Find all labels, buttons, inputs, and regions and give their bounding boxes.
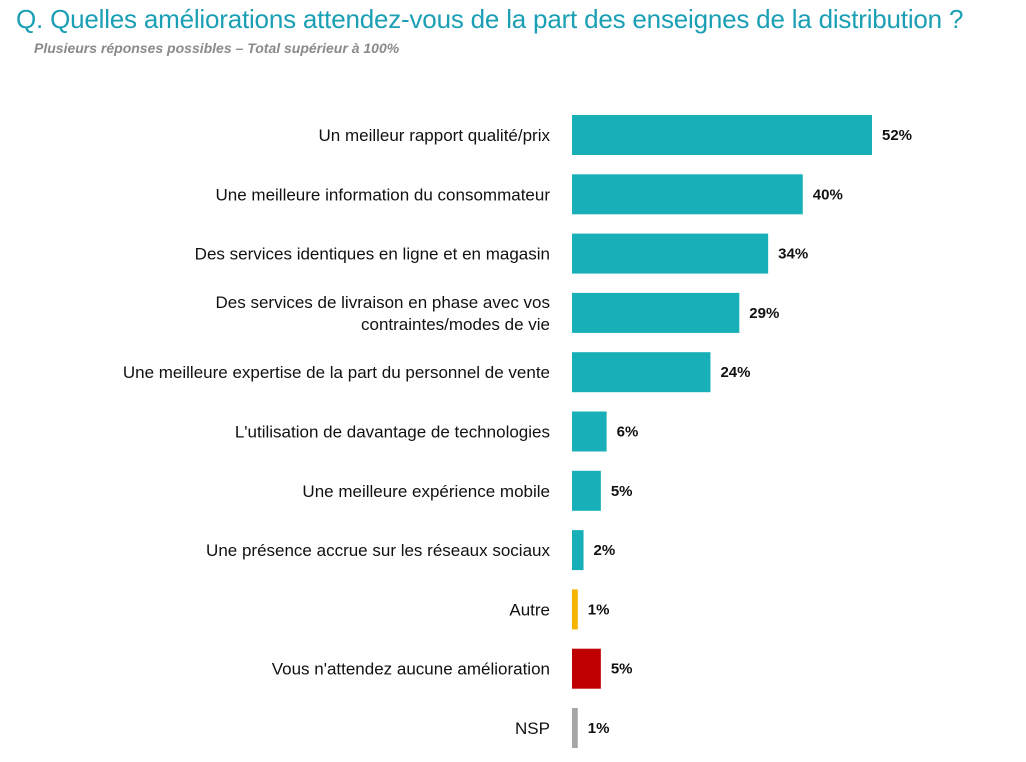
category-label-line: Une meilleure expérience mobile xyxy=(302,482,550,501)
category-label-line: Une meilleure expertise de la part du pe… xyxy=(123,363,550,382)
category-label-10: NSP xyxy=(515,719,550,738)
page-subtitle: Plusieurs réponses possibles – Total sup… xyxy=(34,40,400,56)
bar-7 xyxy=(572,530,584,571)
category-label-8: Autre xyxy=(509,600,550,619)
category-label-0: Un meilleur rapport qualité/prix xyxy=(319,126,551,145)
value-label-0: 52% xyxy=(882,127,912,144)
value-label-6: 5% xyxy=(611,483,633,500)
value-label-3: 29% xyxy=(749,305,779,322)
category-label-4: Une meilleure expertise de la part du pe… xyxy=(123,363,550,382)
bar-1 xyxy=(572,174,803,215)
category-label-line: Une présence accrue sur les réseaux soci… xyxy=(206,541,550,560)
category-label-line: L'utilisation de davantage de technologi… xyxy=(235,423,550,442)
bar-4 xyxy=(572,352,711,393)
value-label-4: 24% xyxy=(720,364,750,381)
value-label-5: 6% xyxy=(617,424,639,441)
bar-3 xyxy=(572,292,740,333)
value-label-1: 40% xyxy=(813,186,843,203)
bar-0 xyxy=(572,115,872,155)
value-label-8: 1% xyxy=(588,601,610,618)
bar-2 xyxy=(572,233,769,274)
category-label-line: Des services de livraison en phase avec … xyxy=(216,293,551,312)
category-label-5: L'utilisation de davantage de technologi… xyxy=(235,423,550,442)
category-label-3: Des services de livraison en phase avec … xyxy=(216,293,551,334)
category-label-9: Vous n'attendez aucune amélioration xyxy=(272,660,550,679)
category-label-1: Une meilleure information du consommateu… xyxy=(216,185,551,204)
page-title: Q. Quelles améliorations attendez-vous d… xyxy=(16,4,964,34)
value-label-10: 1% xyxy=(588,720,610,737)
category-label-6: Une meilleure expérience mobile xyxy=(302,482,550,501)
category-label-line: Un meilleur rapport qualité/prix xyxy=(319,126,551,145)
value-label-2: 34% xyxy=(778,246,808,263)
bar-6 xyxy=(572,470,601,511)
bar-10 xyxy=(572,708,578,748)
value-label-7: 2% xyxy=(594,542,616,559)
category-label-7: Une présence accrue sur les réseaux soci… xyxy=(206,541,550,560)
category-label-line: contraintes/modes de vie xyxy=(361,315,550,334)
bar-8 xyxy=(572,589,578,630)
category-label-line: Une meilleure information du consommateu… xyxy=(216,185,551,204)
value-label-9: 5% xyxy=(611,661,633,678)
category-label-line: Des services identiques en ligne et en m… xyxy=(195,245,550,264)
category-label-line: Autre xyxy=(509,600,550,619)
category-label-2: Des services identiques en ligne et en m… xyxy=(195,245,550,264)
bar-5 xyxy=(572,411,607,452)
category-label-line: Vous n'attendez aucune amélioration xyxy=(272,660,550,679)
category-label-line: NSP xyxy=(515,719,550,738)
bar-9 xyxy=(572,648,601,689)
